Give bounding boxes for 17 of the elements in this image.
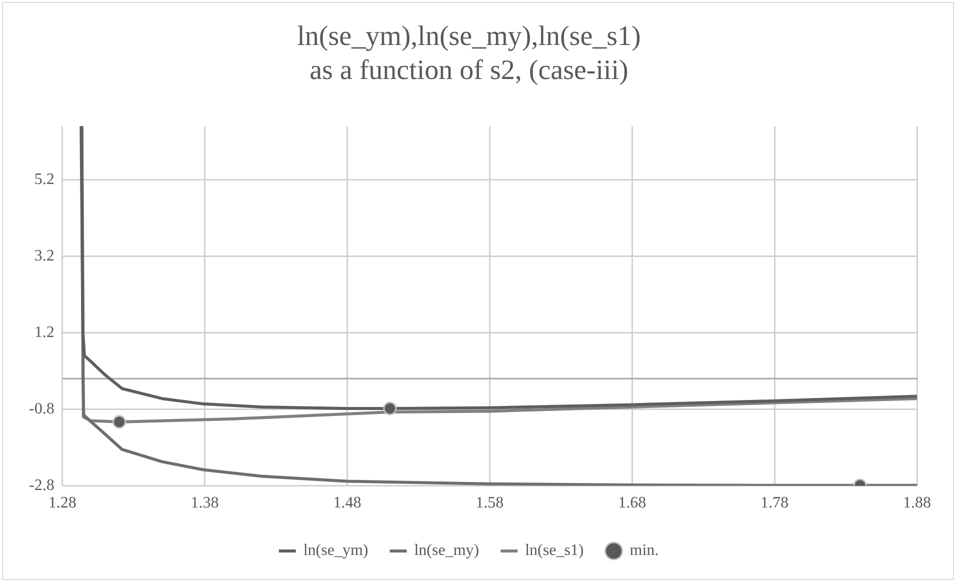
x-tick-label: 1.68 xyxy=(618,494,646,512)
y-tick-label: 5.2 xyxy=(34,170,54,188)
x-tick-label: 1.28 xyxy=(48,494,76,512)
x-tick-label: 1.38 xyxy=(190,494,219,512)
y-tick-label: -2.8 xyxy=(29,477,54,494)
x-tick-label: 1.48 xyxy=(333,494,362,512)
y-tick-label: -0.8 xyxy=(29,400,54,418)
legend-label: ln(se_my) xyxy=(414,542,480,560)
x-tick-label: 1.58 xyxy=(476,494,504,512)
legend-label: ln(se_ym) xyxy=(303,542,368,560)
x-tick-label: 1.88 xyxy=(903,494,931,512)
legend-label: min. xyxy=(630,542,659,560)
legend-label: ln(se_s1) xyxy=(525,542,584,560)
y-tick-label: 3.2 xyxy=(34,247,54,264)
y-tick-label: 1.2 xyxy=(34,324,54,341)
x-tick-label: 1.78 xyxy=(760,494,789,512)
chart-title: ln(se_ym),ln(se_my),ln(se_s1) as a function of s2, (case-iii) xyxy=(297,21,641,86)
